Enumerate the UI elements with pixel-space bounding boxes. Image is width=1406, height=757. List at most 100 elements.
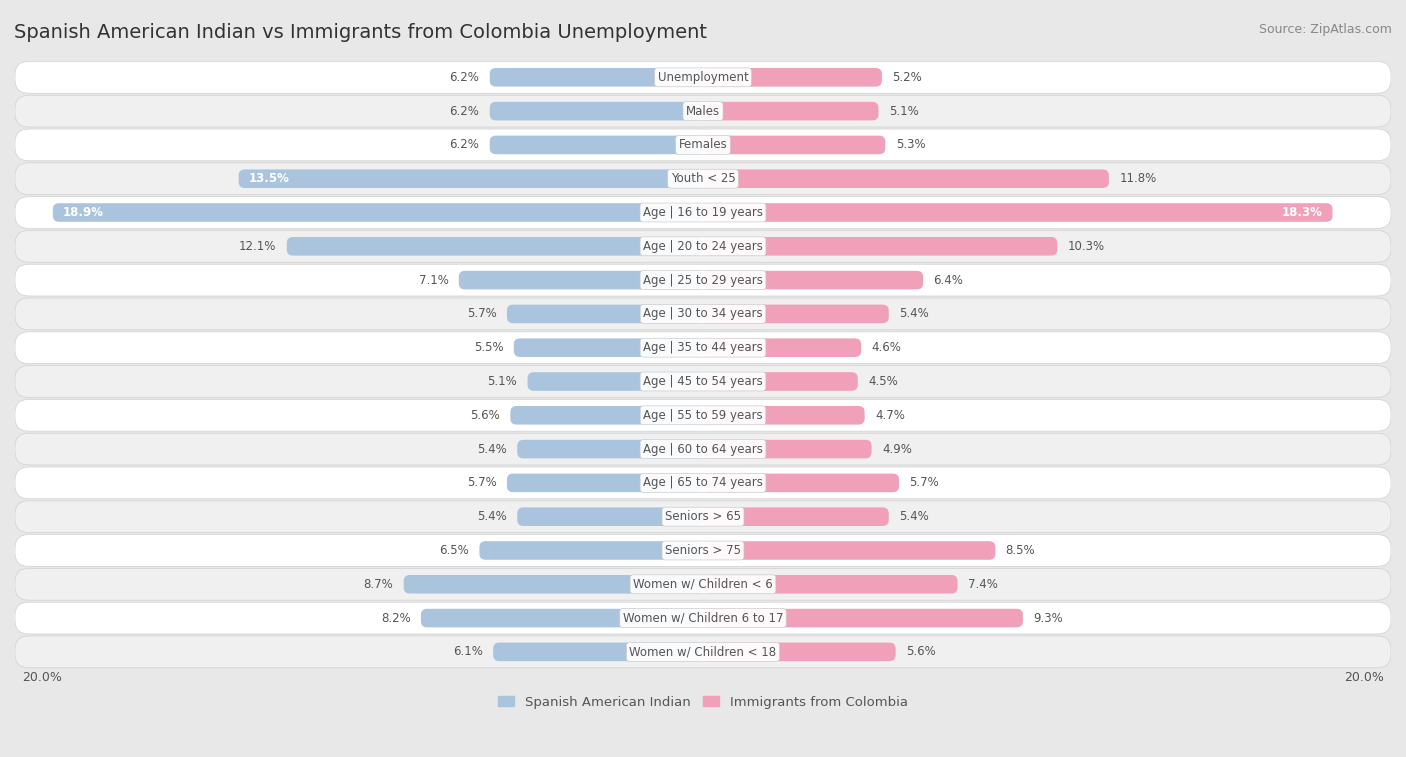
Text: 12.1%: 12.1% [239,240,277,253]
Text: 7.4%: 7.4% [967,578,998,590]
Text: 5.1%: 5.1% [889,104,918,117]
FancyBboxPatch shape [703,609,1024,628]
FancyBboxPatch shape [15,264,1391,296]
FancyBboxPatch shape [239,170,703,188]
FancyBboxPatch shape [703,474,898,492]
Text: 6.2%: 6.2% [450,104,479,117]
Text: Age | 16 to 19 years: Age | 16 to 19 years [643,206,763,219]
Text: 5.2%: 5.2% [893,71,922,84]
FancyBboxPatch shape [703,406,865,425]
FancyBboxPatch shape [489,136,703,154]
Text: Seniors > 65: Seniors > 65 [665,510,741,523]
Text: 5.4%: 5.4% [898,307,929,320]
Text: 8.2%: 8.2% [381,612,411,625]
FancyBboxPatch shape [15,534,1391,566]
FancyBboxPatch shape [15,95,1391,127]
FancyBboxPatch shape [15,400,1391,431]
Text: 13.5%: 13.5% [249,172,290,185]
FancyBboxPatch shape [15,467,1391,499]
FancyBboxPatch shape [703,136,886,154]
FancyBboxPatch shape [703,372,858,391]
Text: 5.4%: 5.4% [477,443,508,456]
Text: 20.0%: 20.0% [1344,671,1384,684]
Text: 8.7%: 8.7% [364,578,394,590]
FancyBboxPatch shape [494,643,703,661]
FancyBboxPatch shape [15,569,1391,600]
Text: 5.7%: 5.7% [467,476,496,489]
Text: Women w/ Children < 18: Women w/ Children < 18 [630,646,776,659]
Text: 4.6%: 4.6% [872,341,901,354]
FancyBboxPatch shape [703,643,896,661]
Text: 5.5%: 5.5% [474,341,503,354]
Text: Unemployment: Unemployment [658,71,748,84]
FancyBboxPatch shape [479,541,703,559]
Text: Youth < 25: Youth < 25 [671,172,735,185]
FancyBboxPatch shape [508,474,703,492]
Text: Age | 30 to 34 years: Age | 30 to 34 years [643,307,763,320]
FancyBboxPatch shape [703,575,957,593]
Text: 6.5%: 6.5% [439,544,470,557]
Text: Age | 65 to 74 years: Age | 65 to 74 years [643,476,763,489]
Text: Spanish American Indian vs Immigrants from Colombia Unemployment: Spanish American Indian vs Immigrants fr… [14,23,707,42]
Text: 6.2%: 6.2% [450,71,479,84]
Text: 18.9%: 18.9% [63,206,104,219]
FancyBboxPatch shape [15,197,1391,229]
FancyBboxPatch shape [703,541,995,559]
Text: 8.5%: 8.5% [1005,544,1035,557]
Text: Age | 25 to 29 years: Age | 25 to 29 years [643,273,763,287]
Text: Women w/ Children < 6: Women w/ Children < 6 [633,578,773,590]
FancyBboxPatch shape [527,372,703,391]
Text: Women w/ Children 6 to 17: Women w/ Children 6 to 17 [623,612,783,625]
Text: 4.5%: 4.5% [868,375,898,388]
FancyBboxPatch shape [703,440,872,459]
Text: 4.9%: 4.9% [882,443,911,456]
FancyBboxPatch shape [420,609,703,628]
Text: 11.8%: 11.8% [1119,172,1157,185]
FancyBboxPatch shape [15,433,1391,465]
Text: Age | 35 to 44 years: Age | 35 to 44 years [643,341,763,354]
FancyBboxPatch shape [287,237,703,256]
Text: Males: Males [686,104,720,117]
Text: Seniors > 75: Seniors > 75 [665,544,741,557]
FancyBboxPatch shape [15,636,1391,668]
FancyBboxPatch shape [489,68,703,86]
Text: Age | 20 to 24 years: Age | 20 to 24 years [643,240,763,253]
Text: 20.0%: 20.0% [22,671,62,684]
FancyBboxPatch shape [703,102,879,120]
FancyBboxPatch shape [458,271,703,289]
FancyBboxPatch shape [703,68,882,86]
Text: 6.4%: 6.4% [934,273,963,287]
FancyBboxPatch shape [510,406,703,425]
FancyBboxPatch shape [53,203,703,222]
FancyBboxPatch shape [15,129,1391,160]
Text: 5.3%: 5.3% [896,139,925,151]
FancyBboxPatch shape [703,338,862,357]
Text: 7.1%: 7.1% [419,273,449,287]
Text: Source: ZipAtlas.com: Source: ZipAtlas.com [1258,23,1392,36]
FancyBboxPatch shape [15,230,1391,262]
FancyBboxPatch shape [15,61,1391,93]
FancyBboxPatch shape [703,304,889,323]
Text: 5.7%: 5.7% [467,307,496,320]
FancyBboxPatch shape [703,271,924,289]
FancyBboxPatch shape [517,507,703,526]
Text: Age | 55 to 59 years: Age | 55 to 59 years [643,409,763,422]
FancyBboxPatch shape [15,602,1391,634]
Text: 6.2%: 6.2% [450,139,479,151]
FancyBboxPatch shape [703,203,1333,222]
Text: 5.6%: 5.6% [470,409,501,422]
Text: 5.7%: 5.7% [910,476,939,489]
FancyBboxPatch shape [489,102,703,120]
Legend: Spanish American Indian, Immigrants from Colombia: Spanish American Indian, Immigrants from… [494,690,912,714]
Text: Age | 60 to 64 years: Age | 60 to 64 years [643,443,763,456]
Text: Females: Females [679,139,727,151]
Text: 5.4%: 5.4% [477,510,508,523]
FancyBboxPatch shape [703,170,1109,188]
FancyBboxPatch shape [508,304,703,323]
FancyBboxPatch shape [15,366,1391,397]
Text: 5.4%: 5.4% [898,510,929,523]
Text: 5.6%: 5.6% [905,646,936,659]
FancyBboxPatch shape [404,575,703,593]
Text: 5.1%: 5.1% [488,375,517,388]
FancyBboxPatch shape [517,440,703,459]
